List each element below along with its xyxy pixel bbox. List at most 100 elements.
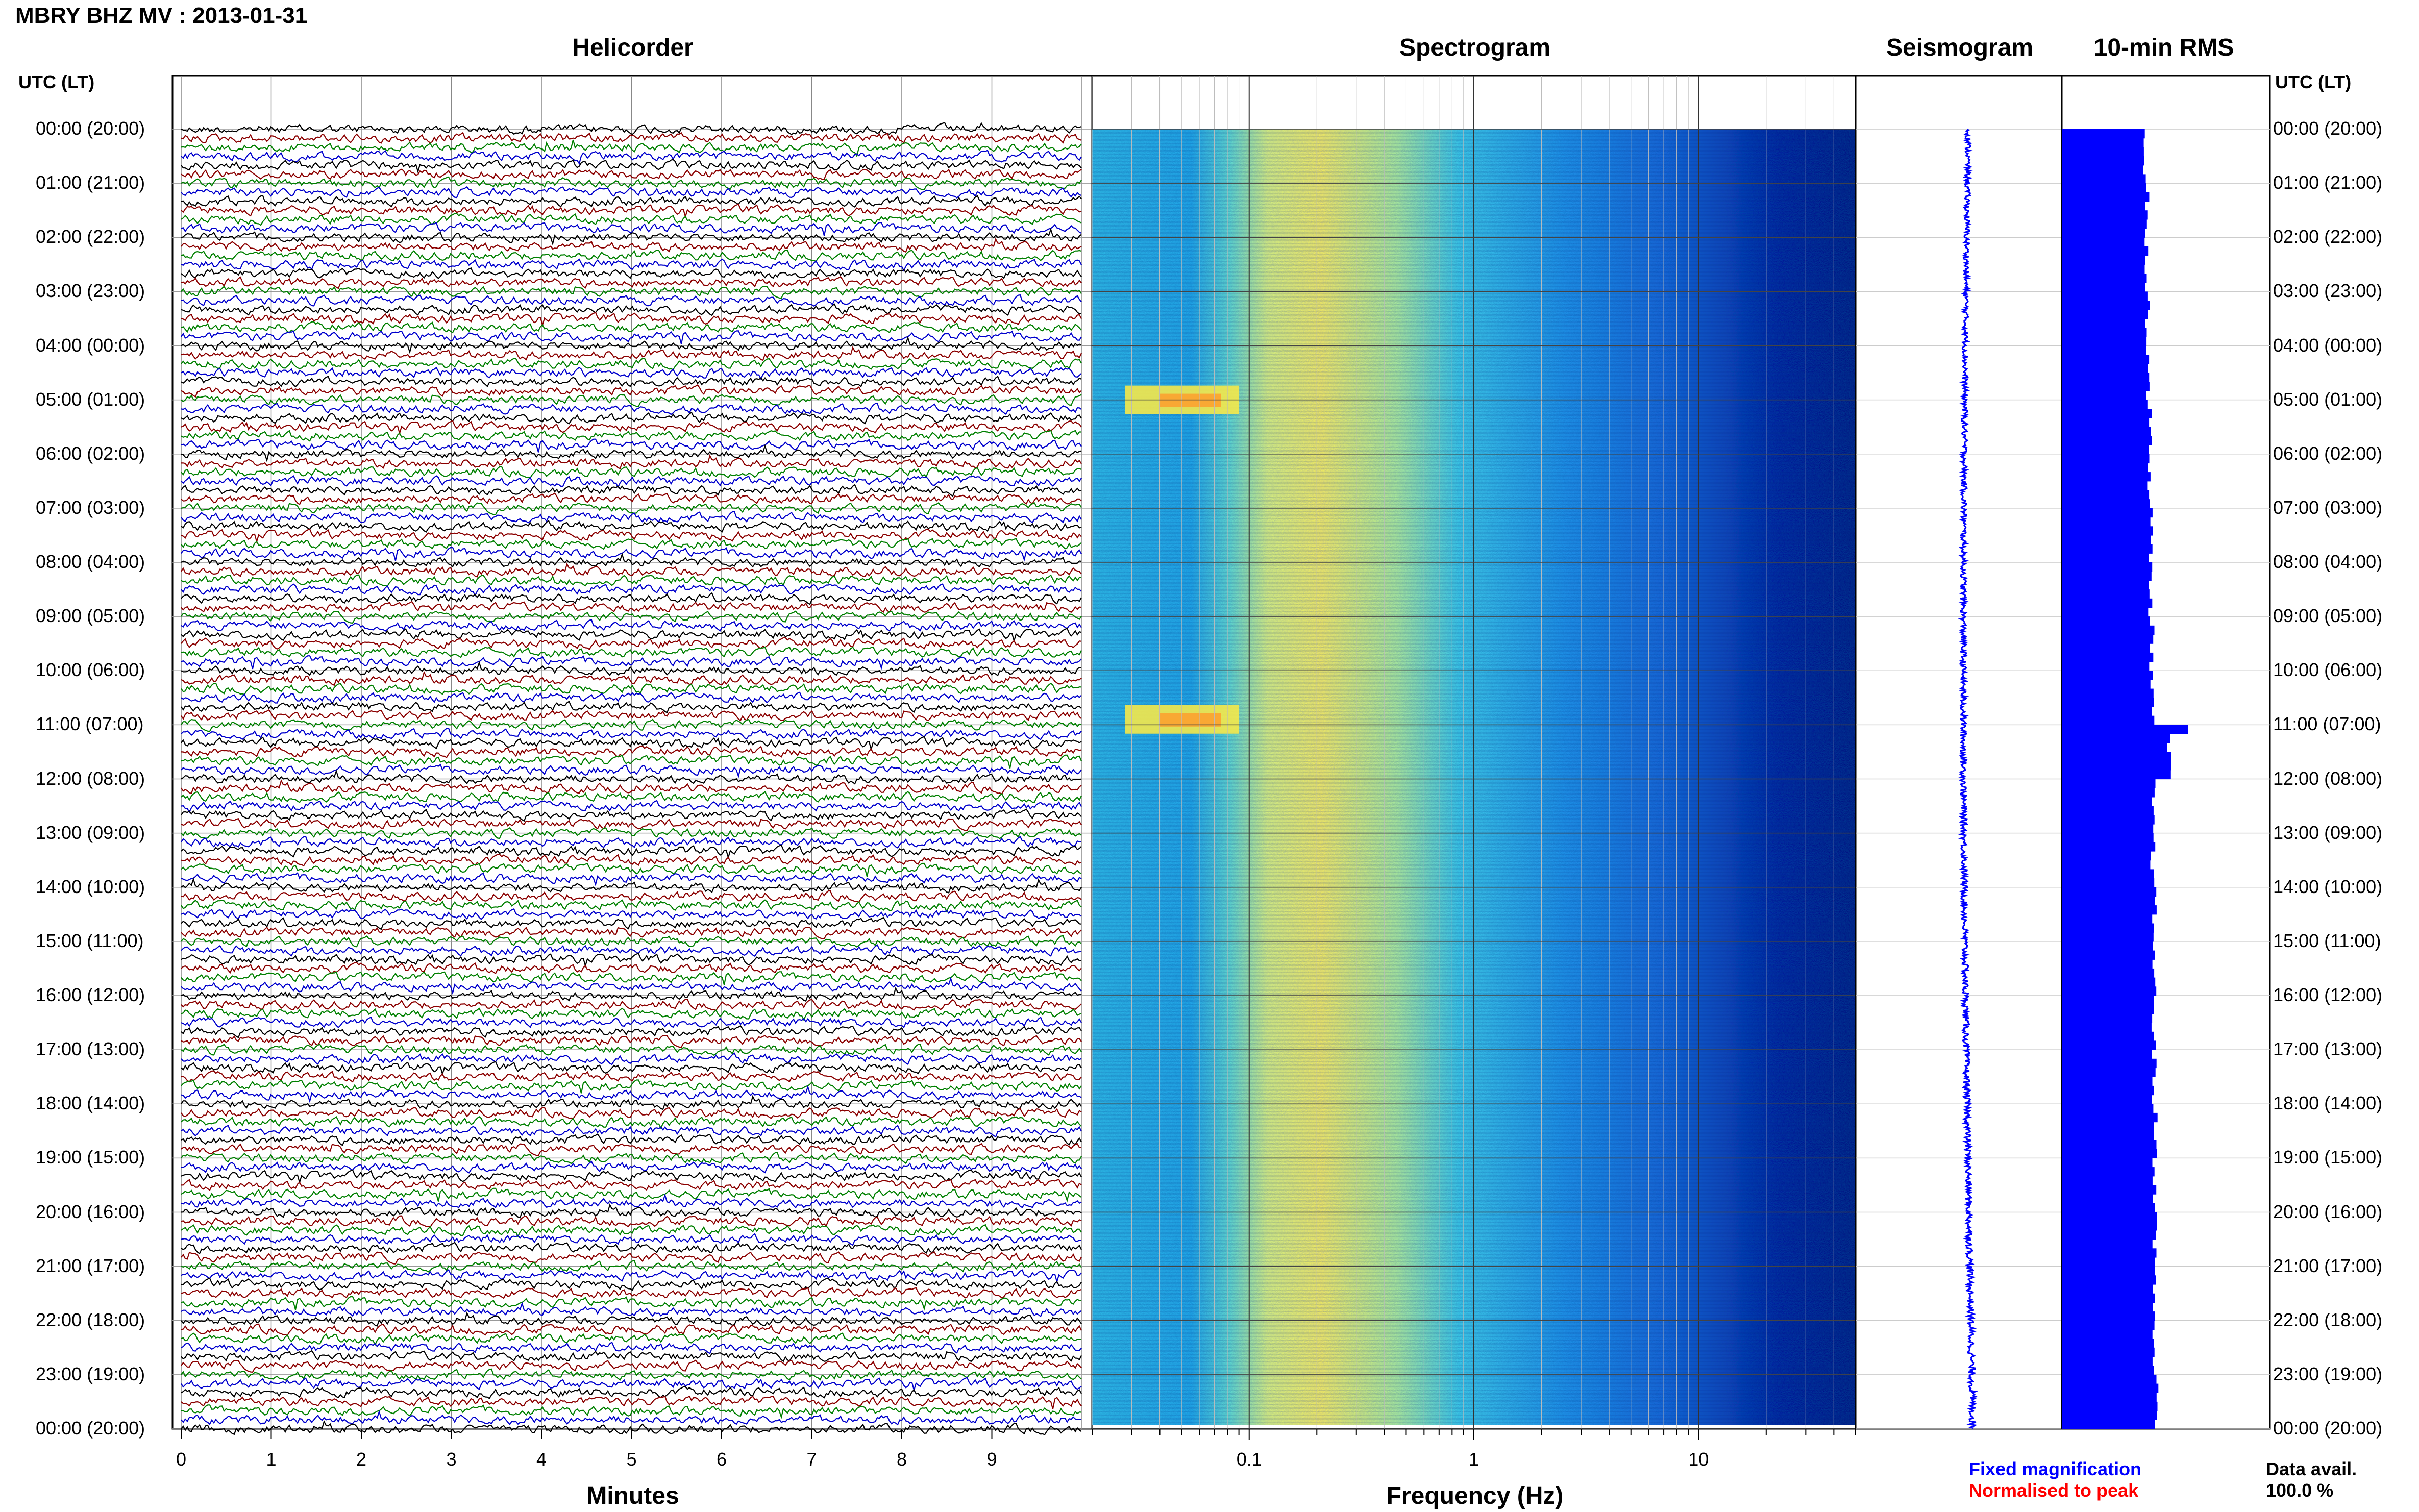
rms-bar xyxy=(2062,932,2154,942)
rms-bar xyxy=(2062,878,2155,888)
helicorder-trace xyxy=(181,528,1082,544)
time-label-right: 10:00 (06:00) xyxy=(2273,659,2383,681)
helicorder-trace xyxy=(181,258,1082,272)
helicorder-trace xyxy=(181,926,1082,940)
helicorder-trace xyxy=(181,213,1082,226)
helicorder-trace xyxy=(181,1420,1082,1435)
rms-bar xyxy=(2062,264,2145,274)
rms-bar xyxy=(2062,318,2145,328)
time-label-left: 05:00 (01:00) xyxy=(36,388,145,410)
rms-bar xyxy=(2062,1050,2152,1059)
rms-bar xyxy=(2062,409,2152,418)
helicorder-trace xyxy=(181,454,1082,469)
rms-bar xyxy=(2062,1366,2154,1375)
helicorder-trace xyxy=(181,1193,1082,1209)
rms-bar xyxy=(2062,508,2153,518)
helicorder-trace xyxy=(181,745,1082,759)
page-title: MBRY BHZ MV : 2013-01-31 xyxy=(15,3,308,28)
rms-bar xyxy=(2062,1230,2156,1240)
helicorder-trace xyxy=(181,1301,1082,1318)
helicorder-x-tick-label: 6 xyxy=(717,1449,727,1470)
helicorder-trace xyxy=(181,1269,1082,1284)
helicorder-trace xyxy=(181,552,1082,568)
helicorder-trace xyxy=(181,1070,1082,1083)
helicorder-trace xyxy=(181,1160,1082,1174)
rms-bar xyxy=(2062,282,2145,292)
rms-bar xyxy=(2062,1410,2157,1420)
time-label-right: 08:00 (04:00) xyxy=(2273,551,2383,572)
helicorder-trace xyxy=(181,502,1082,515)
helicorder-trace xyxy=(181,1260,1082,1273)
helicorder-trace xyxy=(181,1296,1082,1311)
rms-bar xyxy=(2062,1077,2153,1086)
time-label-right: 09:00 (05:00) xyxy=(2273,605,2383,627)
spectrogram-title: Spectrogram xyxy=(1399,34,1551,61)
rms-bar xyxy=(2062,1374,2157,1384)
rms-bar xyxy=(2062,1013,2153,1023)
rms-bar xyxy=(2062,427,2151,436)
time-label-left: 22:00 (18:00) xyxy=(36,1309,145,1330)
helicorder-trace xyxy=(181,139,1082,158)
helicorder-trace xyxy=(181,484,1082,497)
rms-bar xyxy=(2062,896,2155,906)
rms-bar xyxy=(2062,742,2167,753)
helicorder-trace xyxy=(181,430,1081,442)
rms-bar xyxy=(2062,454,2150,464)
rms-bar xyxy=(2062,598,2153,608)
helicorder-trace xyxy=(181,1085,1082,1103)
helicorder-trace xyxy=(181,1350,1082,1362)
time-label-right: 14:00 (10:00) xyxy=(2273,876,2383,897)
rms-bar xyxy=(2062,625,2155,635)
rms-bar xyxy=(2062,616,2150,626)
helicorder-trace xyxy=(181,944,1082,957)
time-label-right: 04:00 (00:00) xyxy=(2273,334,2383,356)
helicorder-trace xyxy=(181,466,1082,479)
rms-bar xyxy=(2062,472,2151,482)
rms-bar xyxy=(2062,138,2144,147)
helicorder-trace xyxy=(181,1242,1082,1255)
rms-bar xyxy=(2062,1023,2152,1032)
helicorder-trace xyxy=(181,952,1082,968)
helicorder-trace xyxy=(181,1341,1082,1354)
helicorder-trace xyxy=(181,195,1082,208)
helicorder-trace xyxy=(181,330,1082,344)
helicorder-trace xyxy=(181,628,1082,643)
rms-bar xyxy=(2062,237,2145,247)
helicorder-trace xyxy=(181,222,1082,236)
rms-bar xyxy=(2062,1221,2157,1231)
spectrogram-x-tick-label: 0.1 xyxy=(1237,1449,1262,1470)
rms-bar xyxy=(2062,309,2148,319)
helicorder-trace xyxy=(181,592,1082,605)
helicorder-trace xyxy=(181,285,1082,299)
helicorder-trace xyxy=(181,727,1082,740)
helicorder-trace xyxy=(181,366,1082,380)
helicorder-trace xyxy=(181,1035,1082,1048)
utc-label-right: UTC (LT) xyxy=(2275,71,2352,92)
rms-bar xyxy=(2062,1393,2157,1402)
helicorder-x-tick-label: 3 xyxy=(446,1449,456,1470)
time-label-left: 16:00 (12:00) xyxy=(36,984,145,1005)
time-label-right: 06:00 (02:00) xyxy=(2273,442,2383,464)
time-label-left: 00:00 (20:00) xyxy=(36,1418,145,1439)
helicorder-trace xyxy=(181,411,1082,425)
time-label-right: 12:00 (08:00) xyxy=(2273,767,2383,789)
helicorder-trace xyxy=(181,769,1082,785)
helicorder-trace xyxy=(181,574,1082,587)
rms-bar xyxy=(2062,923,2154,933)
rms-bar xyxy=(2062,1302,2153,1312)
time-label-left: 00:00 (20:00) xyxy=(36,118,145,139)
rms-bar xyxy=(2062,1284,2153,1294)
helicorder-trace xyxy=(181,1052,1082,1065)
helicorder-title: Helicorder xyxy=(572,34,694,61)
legend-normalised-to-peak: Normalised to peak xyxy=(1969,1480,2139,1501)
helicorder-trace xyxy=(181,808,1082,822)
helicorder-trace xyxy=(181,345,1082,361)
rms-bar xyxy=(2062,679,2151,689)
rms-bar xyxy=(2062,914,2153,924)
rms-bar xyxy=(2062,562,2153,572)
helicorder-trace xyxy=(181,1410,1082,1426)
rms-bar xyxy=(2062,1085,2154,1096)
time-label-right: 18:00 (14:00) xyxy=(2273,1093,2383,1114)
rms-bar xyxy=(2062,1131,2154,1141)
helicorder-trace xyxy=(181,150,1082,165)
